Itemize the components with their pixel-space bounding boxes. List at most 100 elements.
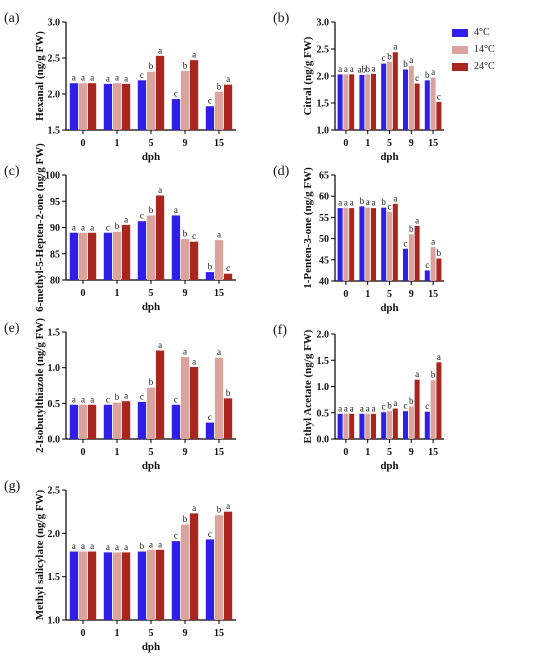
legend-label-4c: 4°C <box>474 27 490 38</box>
bar <box>121 552 131 620</box>
y-tick-label: 100 <box>45 171 60 182</box>
bar <box>189 241 199 280</box>
x-tick-label: 1 <box>365 447 370 458</box>
data-label: c <box>403 401 407 411</box>
y-tick-label: 90 <box>50 223 60 234</box>
data-label: b <box>217 81 222 91</box>
data-label: c <box>140 391 144 401</box>
bar <box>189 513 199 620</box>
panel-label: (e) <box>4 321 20 336</box>
data-label: a <box>393 42 397 52</box>
x-tick-label: 9 <box>409 447 414 458</box>
data-label: b <box>226 388 231 398</box>
y-tick-label: 3.0 <box>317 18 330 29</box>
y-tick-label: 1.0 <box>48 363 61 374</box>
legend-swatch-14c <box>452 45 468 54</box>
y-axis-title: 1-Penten-3-one (ng/g FW) <box>302 167 314 289</box>
bar <box>371 73 377 130</box>
panel-label: (b) <box>273 11 290 26</box>
bar <box>112 231 122 280</box>
data-label: c <box>388 201 392 211</box>
data-label: b <box>140 541 145 551</box>
data-label: a <box>338 64 342 74</box>
data-label: b <box>437 248 442 258</box>
data-label: a <box>158 185 162 195</box>
data-label: a <box>338 198 342 208</box>
bar <box>337 208 343 281</box>
y-tick-label: 0.5 <box>48 399 61 410</box>
bar <box>381 207 387 281</box>
bar <box>402 411 408 439</box>
bar <box>205 272 215 280</box>
y-tick-label: 2.5 <box>317 45 330 56</box>
x-tick-label: 5 <box>149 288 154 299</box>
bar <box>223 511 233 620</box>
data-label: b <box>183 229 188 239</box>
y-tick-label: 2.0 <box>48 90 61 101</box>
bar <box>180 70 190 130</box>
bar <box>386 211 393 281</box>
y-tick-label: 0.0 <box>317 435 330 446</box>
bar <box>137 221 147 280</box>
y-tick-label: 1.5 <box>48 126 61 137</box>
x-tick-label: 15 <box>428 289 438 300</box>
x-tick-label: 0 <box>81 628 86 639</box>
data-label: c <box>382 53 386 63</box>
bar <box>146 549 156 620</box>
bar <box>69 83 79 130</box>
legend-label-14c: 14°C <box>474 44 495 55</box>
data-label: a <box>158 539 162 549</box>
data-label: a <box>366 197 370 207</box>
data-label: b <box>431 370 436 380</box>
x-axis-title: dph <box>380 151 398 163</box>
data-label: a <box>437 352 441 362</box>
bar <box>103 83 113 130</box>
bar <box>223 398 233 439</box>
bar <box>359 413 365 439</box>
bar <box>371 413 377 439</box>
y-tick-label: 95 <box>50 197 60 208</box>
data-label: a <box>344 198 348 208</box>
bar <box>408 406 414 439</box>
legend-swatch-4c <box>452 28 468 37</box>
bar <box>103 552 113 620</box>
legend-item-14c: 14°C <box>452 41 544 58</box>
y-tick-label: 1.5 <box>48 572 61 583</box>
data-label: c <box>174 89 178 99</box>
x-tick-label: 9 <box>183 447 188 458</box>
y-axis-title: Hexanal (ng/g FW) <box>34 31 46 121</box>
bar <box>112 552 122 620</box>
data-label: a <box>115 73 119 83</box>
bar <box>343 74 349 130</box>
bar <box>180 356 190 439</box>
chart-panel-5: (e)0.00.51.01.50a a a1c b a5cba9caa15cabdph2… <box>4 318 236 472</box>
data-label: b <box>183 514 188 524</box>
bar <box>386 61 393 130</box>
data-label: c <box>174 394 178 404</box>
data-label: a <box>158 45 162 55</box>
data-label: b <box>149 205 154 215</box>
data-label: a <box>72 541 76 551</box>
data-label: c <box>208 412 212 422</box>
data-label: a <box>226 74 230 84</box>
bar <box>205 106 215 130</box>
data-label: a <box>360 403 364 413</box>
data-label: a <box>192 356 196 366</box>
data-label: a <box>115 542 119 552</box>
bar <box>189 366 199 439</box>
y-axis-title: Ethyl Acetate (ng/g FW) <box>302 329 314 443</box>
bar <box>189 60 199 130</box>
bar <box>103 404 113 439</box>
bar <box>112 83 122 130</box>
data-label: c <box>437 91 441 101</box>
bar <box>223 273 233 280</box>
bar <box>381 412 387 439</box>
x-tick-label: 9 <box>183 288 188 299</box>
data-label: b <box>387 401 392 411</box>
x-tick-label: 0 <box>343 447 348 458</box>
y-tick-label: 3.0 <box>48 18 61 29</box>
bar <box>171 404 181 439</box>
bar <box>112 402 122 439</box>
